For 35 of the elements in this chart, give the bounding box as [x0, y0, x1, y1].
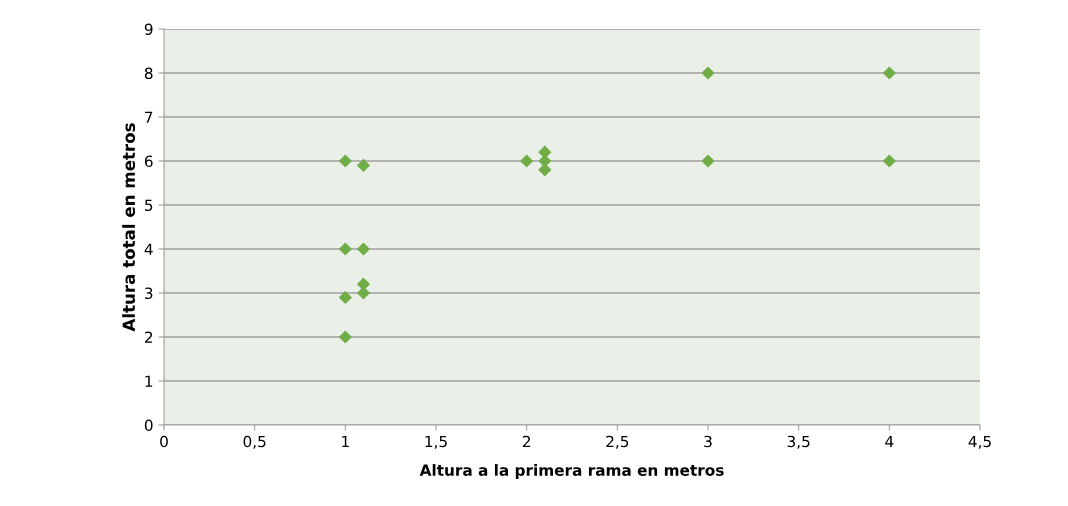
- point: [520, 154, 534, 168]
- x-tick-label: 4,5: [968, 435, 991, 449]
- x-tick-label: 2: [522, 435, 530, 448]
- y-tick-label: 8: [144, 67, 153, 80]
- point: [538, 163, 552, 177]
- x-tick-label: 1: [342, 435, 349, 448]
- point: [356, 242, 371, 256]
- y-tick-label: 7: [145, 111, 153, 123]
- point: [356, 286, 371, 300]
- x-tick-label: 3: [704, 435, 712, 448]
- point: [701, 66, 715, 80]
- x-tick-label: 0: [160, 435, 168, 448]
- point: [338, 330, 352, 344]
- y-axis-title: Altura total en metros: [122, 123, 136, 332]
- y-tick-label: 9: [144, 23, 153, 36]
- y-tick-label: 0: [144, 419, 153, 432]
- point: [356, 158, 371, 172]
- y-tick-label: 6: [144, 155, 153, 168]
- point: [338, 290, 352, 304]
- x-axis-title: Altura a la primera rama en metros: [419, 464, 724, 479]
- y-tick-label: 5: [145, 199, 153, 212]
- x-tick-label: 1,5: [425, 435, 447, 449]
- x-tick-label: 2,5: [606, 435, 629, 449]
- y-tick-label: 2: [144, 331, 153, 343]
- x-tick-label: 0,5: [243, 435, 266, 449]
- point: [338, 154, 352, 168]
- point: [701, 154, 715, 168]
- y-tick-label: 4: [144, 243, 153, 255]
- y-tick-label: 3: [145, 287, 153, 300]
- x-tick-label: 4: [885, 435, 894, 448]
- point: [882, 66, 896, 80]
- x-tick-label: 3,5: [787, 435, 810, 449]
- y-tick-label: 1: [145, 375, 153, 387]
- point: [882, 154, 896, 168]
- point: [338, 242, 352, 256]
